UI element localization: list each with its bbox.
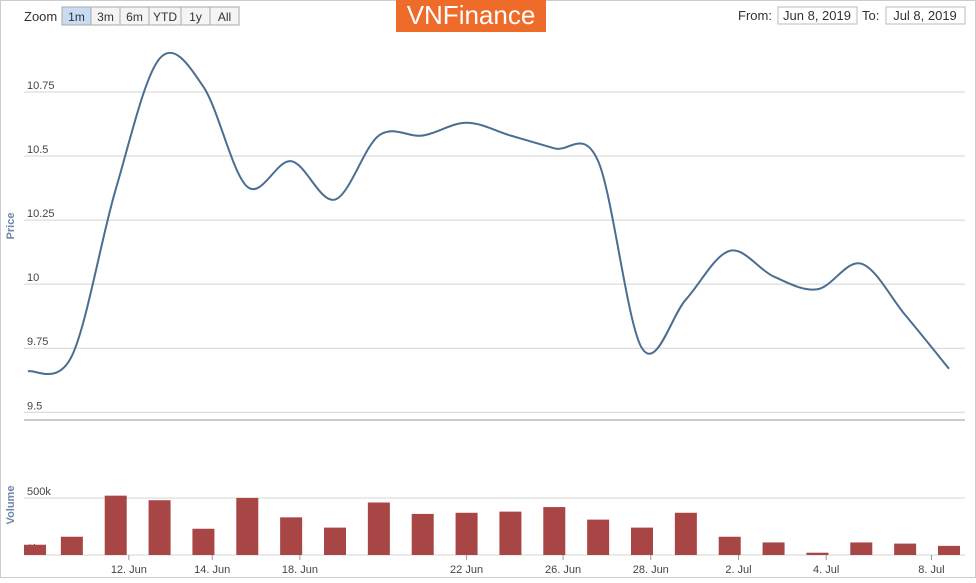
volume-bar — [104, 495, 127, 555]
zoom-button[interactable] — [209, 6, 240, 26]
volume-bar — [280, 517, 303, 555]
y-tick-label: 10.75 — [27, 80, 55, 92]
y-tick-label: 10.5 — [27, 144, 48, 156]
to-value[interactable]: Jul 8, 2019 — [893, 8, 957, 23]
x-tick-label: 28. Jun — [633, 564, 669, 576]
from-label: From: — [738, 8, 772, 23]
x-tick-label: 8. Jul — [918, 564, 944, 576]
y-tick-label: 10 — [27, 272, 39, 284]
volume-bar — [762, 542, 785, 555]
logo: VNFinance — [407, 0, 536, 30]
x-tick-label: 26. Jun — [545, 564, 581, 576]
volume-bar — [850, 542, 873, 555]
logo-bg — [396, 0, 546, 32]
y-tick-label: 10.25 — [27, 208, 55, 220]
x-tick-label: 2. Jul — [725, 564, 751, 576]
to-label: To: — [862, 8, 879, 23]
x-tick-label: 18. Jun — [282, 564, 318, 576]
volume-bar — [499, 511, 522, 555]
volume-bar — [543, 507, 566, 555]
y-tick-label: 9.75 — [27, 336, 48, 348]
zoom-button-label[interactable]: 1y — [189, 10, 202, 24]
y-tick-label: 500k — [27, 486, 51, 498]
volume-bar — [938, 545, 960, 555]
x-tick-label: 12. Jun — [111, 564, 147, 576]
volume-bar — [894, 543, 917, 555]
x-tick-label: 14. Jun — [194, 564, 230, 576]
volume-bar — [148, 500, 171, 555]
volume-bar — [411, 513, 434, 555]
volume-bar — [367, 502, 390, 555]
zoom-button-label[interactable]: YTD — [153, 10, 177, 24]
zoom-button-label[interactable]: 6m — [126, 10, 143, 24]
from-input[interactable] — [777, 6, 858, 25]
volume-bar — [587, 519, 610, 555]
volume-bar — [192, 528, 215, 555]
from-value[interactable]: Jun 8, 2019 — [783, 8, 851, 23]
volume-bar — [455, 512, 478, 555]
y-tick-label: 9.5 — [27, 400, 42, 412]
price-line — [27, 51, 950, 375]
x-tick-label: 22 Jun — [450, 564, 483, 576]
zoom-label: Zoom — [24, 9, 57, 24]
volume-bar — [60, 536, 83, 555]
to-input[interactable] — [885, 6, 966, 25]
volume-bar — [806, 552, 829, 555]
volume-bar — [24, 544, 46, 555]
volume-bar — [236, 497, 259, 555]
zoom-button-label[interactable]: All — [218, 10, 231, 24]
volume-bar — [631, 527, 653, 555]
volume-bar — [324, 527, 346, 555]
volume-bar — [718, 536, 741, 555]
volume-bar — [674, 512, 697, 555]
y-axis-title: Volume — [5, 486, 17, 525]
y-axis-title: Price — [5, 213, 17, 240]
zoom-button-label[interactable]: 3m — [97, 10, 114, 24]
zoom-button-label[interactable]: 1m — [68, 10, 85, 24]
x-tick-label: 4. Jul — [813, 564, 839, 576]
